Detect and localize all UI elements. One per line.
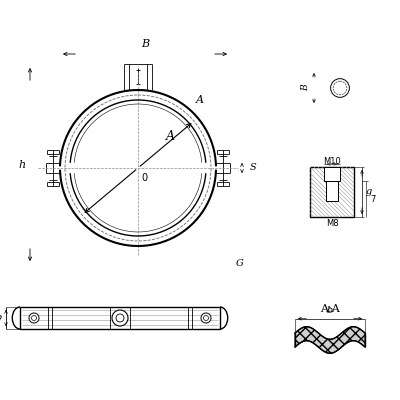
Bar — [310, 167, 354, 217]
Bar — [326, 181, 338, 201]
Circle shape — [201, 313, 211, 323]
Text: b: b — [327, 306, 333, 315]
Polygon shape — [295, 327, 365, 353]
Text: g: g — [366, 188, 372, 196]
Text: S: S — [250, 164, 257, 172]
Text: 0: 0 — [141, 173, 147, 183]
Bar — [20, 307, 220, 329]
Circle shape — [112, 310, 128, 326]
Circle shape — [29, 313, 39, 323]
Text: h: h — [19, 160, 26, 170]
Text: A:A: A:A — [320, 304, 340, 314]
Text: M10: M10 — [323, 156, 341, 166]
Text: M8: M8 — [326, 218, 338, 228]
Text: b: b — [0, 314, 2, 322]
Text: A: A — [166, 130, 174, 142]
Text: B: B — [301, 85, 310, 91]
Text: A: A — [196, 95, 204, 105]
Bar — [324, 167, 340, 181]
Text: 7: 7 — [370, 194, 375, 204]
Text: G: G — [236, 260, 244, 268]
Text: B: B — [141, 39, 149, 49]
